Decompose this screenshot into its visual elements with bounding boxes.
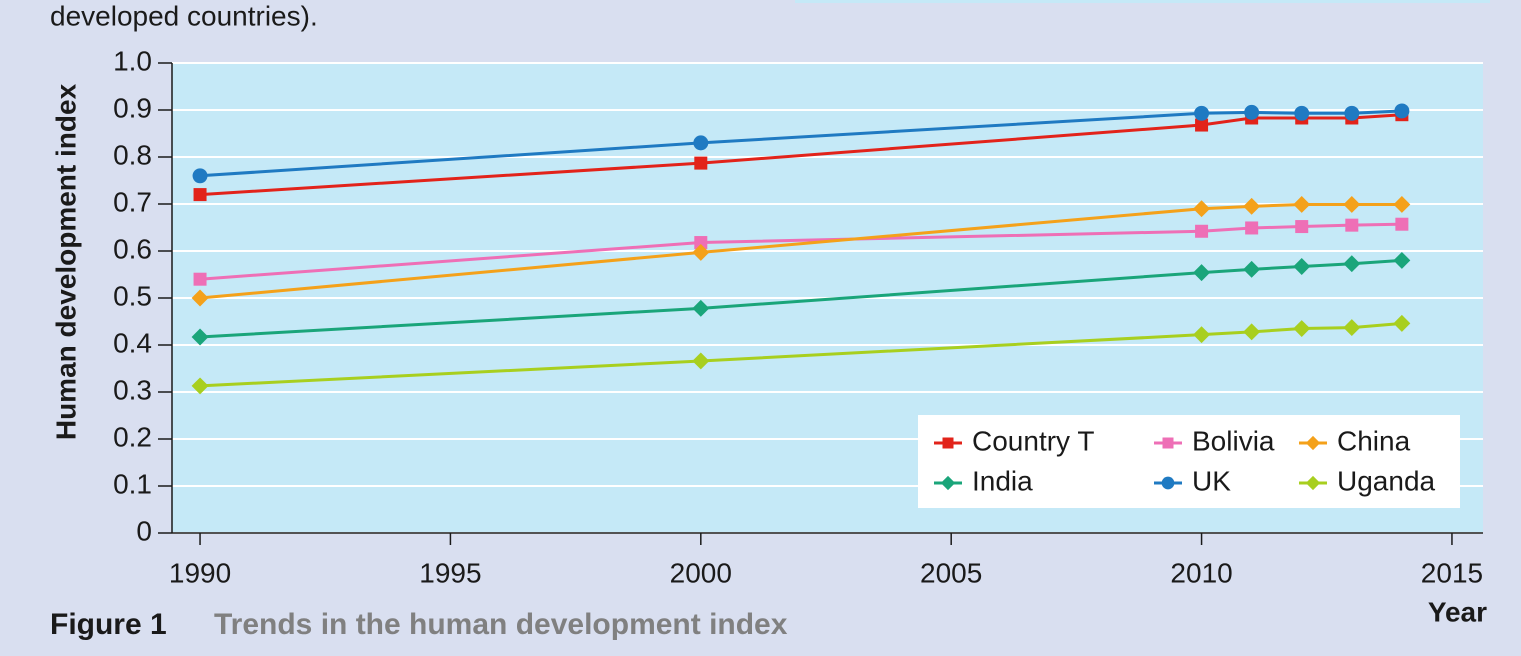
marker bbox=[1194, 105, 1210, 121]
x-tick-label: 2000 bbox=[670, 557, 732, 588]
marker bbox=[1393, 196, 1411, 213]
marker bbox=[1243, 197, 1261, 215]
y-tick-label: 0.6 bbox=[113, 233, 152, 264]
y-tick-label: 0.7 bbox=[113, 186, 152, 217]
marker bbox=[191, 289, 209, 307]
marker bbox=[1343, 319, 1361, 337]
marker bbox=[1305, 475, 1321, 491]
legend-label: India bbox=[972, 465, 1033, 496]
x-tick-label: 2005 bbox=[920, 557, 982, 588]
marker bbox=[1394, 103, 1410, 119]
marker bbox=[1344, 105, 1360, 121]
marker bbox=[692, 299, 710, 317]
marker bbox=[1393, 251, 1411, 269]
x-tick-label: 2015 bbox=[1421, 557, 1483, 588]
marker bbox=[1195, 118, 1209, 132]
marker bbox=[942, 437, 954, 449]
x-tick-label: 1995 bbox=[419, 557, 481, 588]
marker bbox=[940, 475, 956, 491]
marker bbox=[692, 352, 710, 370]
marker bbox=[1161, 476, 1175, 490]
marker bbox=[191, 328, 209, 346]
legend-label: Uganda bbox=[1337, 465, 1436, 496]
marker bbox=[1243, 323, 1261, 341]
marker bbox=[193, 188, 207, 202]
marker bbox=[694, 236, 708, 250]
y-tick-label: 0.5 bbox=[113, 280, 152, 311]
marker bbox=[1244, 104, 1260, 120]
y-tick-label: 0.8 bbox=[113, 139, 152, 170]
y-tick-label: 0.4 bbox=[113, 327, 152, 358]
marker bbox=[1243, 260, 1261, 278]
y-tick-label: 0.3 bbox=[113, 374, 152, 405]
marker bbox=[1295, 220, 1309, 234]
top-text: developed countries). bbox=[50, 0, 318, 31]
y-axis-label: Human development index bbox=[50, 83, 81, 440]
marker bbox=[1293, 196, 1311, 213]
marker bbox=[191, 377, 209, 395]
y-tick-label: 0.2 bbox=[113, 421, 152, 452]
marker bbox=[1195, 224, 1209, 238]
marker bbox=[1193, 264, 1211, 282]
y-tick-label: 0.1 bbox=[113, 468, 152, 499]
marker bbox=[193, 272, 207, 286]
marker bbox=[1343, 196, 1361, 213]
marker bbox=[1343, 255, 1361, 273]
marker bbox=[693, 135, 709, 151]
marker bbox=[1245, 221, 1259, 235]
legend-label: Bolivia bbox=[1192, 425, 1275, 456]
x-tick-label: 2010 bbox=[1170, 557, 1232, 588]
marker bbox=[1395, 217, 1409, 231]
top-box bbox=[795, 0, 1490, 3]
legend-label: UK bbox=[1192, 465, 1231, 496]
marker bbox=[1293, 320, 1311, 337]
marker bbox=[1162, 437, 1174, 449]
marker bbox=[192, 168, 208, 184]
caption-label: Figure 1 bbox=[50, 608, 167, 641]
y-tick-label: 1.0 bbox=[113, 45, 152, 76]
legend-label: Country T bbox=[972, 425, 1094, 456]
x-tick-label: 1990 bbox=[169, 557, 231, 588]
marker bbox=[1345, 218, 1359, 232]
marker bbox=[1293, 258, 1311, 275]
marker bbox=[1193, 326, 1211, 344]
marker bbox=[694, 156, 708, 170]
marker bbox=[1193, 200, 1211, 218]
marker bbox=[1305, 435, 1321, 451]
y-tick-label: 0 bbox=[136, 515, 152, 546]
marker bbox=[692, 243, 710, 261]
marker bbox=[1294, 105, 1310, 121]
y-tick-label: 0.9 bbox=[113, 92, 152, 123]
chart-title: Trends in the human development index bbox=[214, 608, 788, 641]
legend-box bbox=[918, 415, 1460, 508]
x-axis-label: Year bbox=[1428, 596, 1487, 627]
marker bbox=[1393, 314, 1411, 332]
legend-label: China bbox=[1337, 425, 1411, 456]
